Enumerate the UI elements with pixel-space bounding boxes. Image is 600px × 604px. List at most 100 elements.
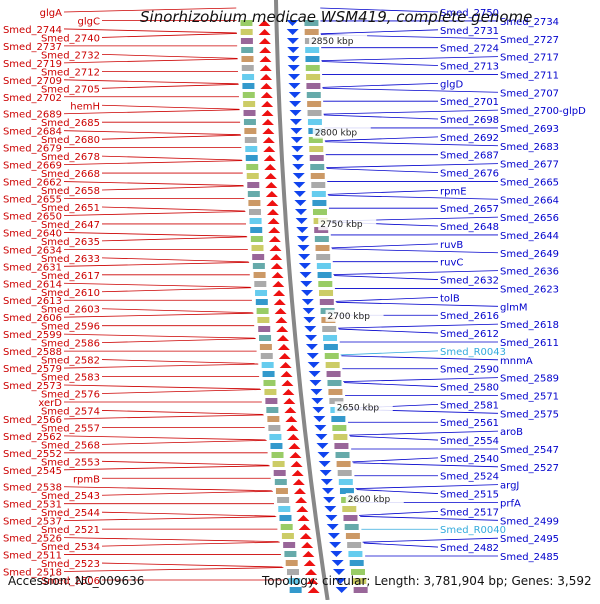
gene-label-right: Smed_2590 bbox=[440, 365, 499, 376]
scale-mark-label: 2750 kbp bbox=[320, 220, 363, 230]
feature-block bbox=[332, 425, 347, 431]
gene-label-left: Smed_2586 bbox=[41, 339, 100, 350]
feature-block bbox=[305, 65, 320, 71]
gene-label-right: Smed_2571 bbox=[500, 391, 559, 402]
feature-block bbox=[352, 578, 367, 584]
feature-arrow-left-strand bbox=[266, 200, 279, 206]
gene-label-right: Smed_2734 bbox=[500, 17, 559, 28]
gene-label-left: hemH bbox=[70, 101, 100, 112]
feature-arrow-left-strand bbox=[296, 506, 309, 512]
feature-arrow-right-strand bbox=[300, 281, 313, 287]
feature-arrow-left-strand bbox=[258, 38, 271, 44]
feature-arrow-left-strand bbox=[263, 155, 276, 161]
gene-label-right: Smed_2750 bbox=[440, 8, 499, 19]
feature-arrow-left-strand bbox=[259, 65, 272, 71]
feature-block bbox=[253, 272, 266, 278]
leader-line-right bbox=[320, 7, 439, 13]
feature-block bbox=[311, 191, 326, 197]
leader-line-right bbox=[349, 430, 499, 436]
gene-label-left: Smed_2740 bbox=[41, 33, 100, 44]
feature-block bbox=[279, 515, 292, 521]
leader-line-right bbox=[335, 296, 439, 302]
feature-block bbox=[250, 236, 263, 242]
gene-label-left: Smed_2579 bbox=[3, 364, 62, 375]
gene-label-left: Smed_2712 bbox=[41, 67, 100, 78]
feature-arrow-left-strand bbox=[268, 227, 281, 233]
gene-label-left: Smed_2506 bbox=[41, 576, 100, 587]
gene-label-left: Smed_2545 bbox=[3, 466, 62, 477]
gene-label-left: Smed_2631 bbox=[3, 262, 62, 273]
feature-arrow-left-strand bbox=[284, 407, 297, 413]
feature-arrow-left-strand bbox=[278, 353, 291, 359]
leader-line-left bbox=[63, 363, 259, 369]
feature-arrow-left-strand bbox=[299, 533, 312, 539]
feature-arrow-right-strand bbox=[309, 380, 322, 386]
feature-arrow-right-strand bbox=[294, 200, 307, 206]
feature-arrow-right-strand bbox=[286, 29, 299, 35]
scale-marks: 2850 kbp 2800 kbp 2750 kbp 2700 kbp 2650 kbp… bbox=[309, 35, 404, 505]
leader-line-right bbox=[323, 114, 439, 120]
gene-label-right: ruvB bbox=[440, 240, 463, 251]
gene-label-right: Smed_2731 bbox=[440, 26, 499, 37]
gene-label-left: Smed_2678 bbox=[41, 152, 100, 163]
feature-arrow-left-strand bbox=[264, 173, 277, 179]
feature-block bbox=[247, 191, 260, 197]
feature-arrow-right-strand bbox=[297, 245, 310, 251]
leader-line-right bbox=[338, 323, 499, 329]
gene-label-left: Smed_2634 bbox=[3, 245, 62, 256]
feature-arrow-right-strand bbox=[288, 83, 301, 89]
feature-arrow-right-strand bbox=[307, 362, 320, 368]
feature-arrow-right-strand bbox=[318, 461, 331, 467]
leader-line-left bbox=[101, 53, 238, 59]
leader-line-left bbox=[101, 511, 276, 517]
scale-mark-label: 2600 kbp bbox=[348, 495, 391, 505]
feature-arrow-left-strand bbox=[293, 488, 306, 494]
leader-line-right bbox=[333, 270, 499, 276]
gene-label-right: Smed_2485 bbox=[500, 552, 559, 563]
leader-line-right bbox=[321, 56, 499, 61]
feature-block bbox=[308, 137, 323, 143]
leader-line-right bbox=[340, 350, 439, 356]
gene-label-left: Smed_2658 bbox=[41, 186, 100, 197]
feature-arrow-right-strand bbox=[326, 524, 339, 530]
gene-label-right: Smed_2665 bbox=[500, 177, 559, 188]
gene-label-right: glgD bbox=[440, 79, 463, 90]
feature-block bbox=[309, 155, 324, 161]
feature-block bbox=[249, 218, 262, 224]
feature-arrow-left-strand bbox=[265, 182, 278, 188]
leader-line-left bbox=[63, 7, 237, 13]
leader-line-left bbox=[63, 79, 239, 85]
scale-mark-label: 2850 kbp bbox=[311, 37, 354, 47]
scale-mark-bg bbox=[309, 35, 368, 47]
gene-label-left: Smed_2511 bbox=[3, 551, 62, 562]
gene-label-left: Smed_2562 bbox=[3, 432, 62, 443]
feature-arrow-right-strand bbox=[296, 227, 309, 233]
feature-arrow-left-strand bbox=[261, 101, 274, 107]
feature-arrow-right-strand bbox=[294, 209, 307, 215]
gene-label-right: Smed_2676 bbox=[440, 169, 499, 180]
feature-block bbox=[283, 542, 296, 548]
feature-arrow-left-strand bbox=[302, 551, 315, 557]
feature-block bbox=[246, 173, 259, 179]
feature-block bbox=[316, 254, 331, 260]
gene-label-left: Smed_2576 bbox=[41, 389, 100, 400]
feature-block bbox=[264, 389, 277, 395]
feature-block bbox=[288, 578, 301, 584]
feature-arrow-right-strand bbox=[305, 344, 318, 350]
feature-arrow-right-strand bbox=[317, 452, 330, 458]
leader-line-left bbox=[63, 28, 237, 34]
leader-line-left bbox=[101, 104, 240, 110]
gene-label-left: Smed_2582 bbox=[41, 356, 100, 367]
feature-tracks bbox=[240, 20, 368, 593]
leader-line-right bbox=[362, 537, 499, 543]
feature-arrow-left-strand bbox=[264, 164, 277, 170]
gene-label-left: Smed_2603 bbox=[41, 305, 100, 316]
leader-line-left bbox=[101, 562, 283, 568]
leader-line-right bbox=[321, 61, 439, 66]
gene-label-left: Smed_2732 bbox=[41, 50, 100, 61]
leader-line-right bbox=[334, 275, 439, 280]
feature-block bbox=[322, 326, 337, 332]
gene-label-right: mnmA bbox=[500, 356, 533, 367]
feature-arrow-left-strand bbox=[277, 335, 290, 341]
feature-arrow-left-strand bbox=[260, 74, 273, 80]
